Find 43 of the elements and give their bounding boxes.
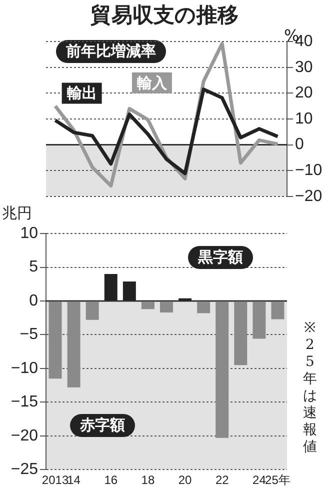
x-tick-label: 25年 <box>265 473 290 488</box>
y-tick-label: 10 <box>20 225 38 242</box>
bar <box>104 274 118 301</box>
x-tick-label: 14 <box>67 473 81 488</box>
bar <box>86 302 99 320</box>
x-tick-label: 24 <box>252 473 266 488</box>
bar <box>197 302 210 314</box>
bar <box>178 298 192 301</box>
y-tick-label: −25 <box>10 461 38 478</box>
y-tick-label: −15 <box>10 394 38 411</box>
bar <box>67 302 80 388</box>
x-tick-label: 22 <box>215 473 230 488</box>
chart-subtitle: 前年比増減率 <box>56 40 166 63</box>
y-tick-label: −20 <box>10 427 38 444</box>
y-tick-label: 5 <box>29 258 38 276</box>
text: ※25年は速報値 <box>302 320 318 456</box>
y-tick-label: 20 <box>295 84 313 102</box>
bar <box>252 302 266 339</box>
series-label: 輸入 <box>136 74 168 92</box>
x-tick-label: 20 <box>178 473 192 488</box>
chart-title: 貿易収支の推移 <box>90 3 238 27</box>
bar <box>141 302 154 310</box>
y-tick-label: −10 <box>295 162 322 180</box>
y-tick-label: 0 <box>295 136 304 154</box>
x-tick-label: 16 <box>104 473 118 488</box>
bar <box>216 302 229 438</box>
bar <box>122 281 136 301</box>
bar <box>48 302 62 379</box>
series-label: 輸出 <box>66 84 97 102</box>
y-tick-label: −20 <box>295 188 322 205</box>
x-tick-label: 18 <box>141 473 155 488</box>
bar <box>271 302 284 320</box>
y-tick-label: 0 <box>29 292 38 310</box>
annotation: 黒字額 <box>188 246 253 269</box>
annotation: 赤字額 <box>70 414 135 437</box>
y-tick-label: −10 <box>10 360 38 377</box>
y-tick-label: −5 <box>20 326 38 344</box>
y-axis-title: 兆円 <box>2 204 32 223</box>
y-tick-label: 30 <box>295 58 313 76</box>
y-tick-label: 10 <box>295 110 313 128</box>
bar <box>234 302 248 366</box>
bar <box>160 302 173 312</box>
x-tick-label: 2013 <box>42 473 69 488</box>
